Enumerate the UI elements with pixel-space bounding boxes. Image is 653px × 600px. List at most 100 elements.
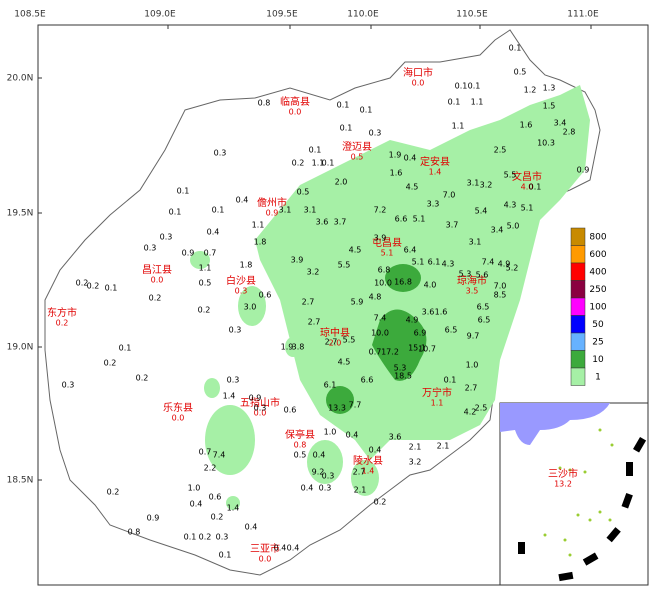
city-value: 0.2 (56, 319, 69, 328)
station-value: 10.0 (374, 279, 392, 288)
station-value: 0.1 (509, 44, 522, 53)
city-value: 0.0 (259, 555, 272, 564)
lon-tick-label: 109.0E (144, 10, 176, 20)
station-value: 15.1 (408, 344, 426, 353)
station-value: 6.1 (428, 258, 441, 267)
city-value: 0.0 (151, 276, 164, 285)
station-value: 0.4 (346, 431, 359, 440)
station-value: 0.1 (212, 206, 225, 215)
legend-swatch (570, 315, 586, 334)
station-value: 0.3 (214, 149, 227, 158)
station-value: 0.3 (62, 381, 75, 390)
lat-tick-label: 18.5N (7, 476, 34, 486)
lon-tick-label: 109.5E (266, 10, 298, 20)
station-value: 6.5 (478, 316, 491, 325)
station-value: 1.9 (281, 343, 294, 352)
station-value: 0.1 (169, 208, 182, 217)
station-value: 0.1 (444, 376, 457, 385)
station-value: 7.0 (443, 191, 456, 200)
station-value: 7.4 (213, 451, 226, 460)
station-value: 2.7 (308, 318, 321, 327)
city-name: 儋州市 (257, 196, 287, 209)
station-value: 5.1 (521, 204, 534, 213)
legend-label: 400 (589, 268, 606, 278)
lon-tick-label: 110.0E (347, 10, 379, 20)
station-value: 1.4 (223, 392, 236, 401)
inset-boundary (518, 436, 647, 582)
station-value: 1.1 (452, 122, 465, 131)
city-value: 1.1 (431, 399, 444, 408)
station-value: 1.0 (188, 484, 201, 493)
station-value: 5.2 (506, 264, 519, 273)
station-value: 13.3 (328, 404, 346, 413)
city-name: 澄迈县 (342, 140, 372, 153)
station-value: 1.1 (252, 221, 265, 230)
city-name: 海口市 (403, 66, 433, 79)
station-value: 1.8 (254, 238, 267, 247)
city-name: 昌江县 (142, 264, 172, 276)
station-value: 7.0 (494, 282, 507, 291)
station-value: 3.1 (279, 206, 292, 215)
station-value: 6.6 (395, 215, 408, 224)
city-name: 万宁市 (422, 386, 452, 399)
legend-label: 100 (589, 303, 606, 313)
station-value: 1.1 (312, 159, 325, 168)
station-value: 0.2 (136, 374, 149, 383)
station-value: 1.5 (543, 102, 556, 111)
station-value: 0.1 (529, 183, 542, 192)
station-value: 0.6 (259, 291, 272, 300)
station-value: 5.5 (504, 171, 517, 180)
station-value: 8.5 (494, 291, 507, 300)
station-value: 3.1 (467, 179, 480, 188)
station-value: 0.7 (204, 249, 217, 258)
station-value: 3.6 (389, 433, 402, 442)
station-value: 3.0 (244, 303, 257, 312)
station-value: 0.1 (455, 82, 468, 91)
station-value: 0.6 (284, 406, 297, 415)
station-value: 3.1 (304, 206, 317, 215)
station-value: 5.4 (475, 207, 488, 216)
station-value: 0.1 (340, 124, 353, 133)
legend-swatch (570, 350, 586, 369)
station-value: 16.8 (394, 278, 412, 287)
station-value: 0.9 (147, 514, 160, 523)
station-value: 7.4 (482, 258, 495, 267)
legend-label: 50 (592, 320, 604, 330)
station-value: 10.7 (418, 345, 436, 354)
station-value: 4.0 (424, 281, 437, 290)
station-value: 0.3 (322, 472, 335, 481)
station-value: 1.1 (471, 98, 484, 107)
station-value: 2.7 (325, 338, 338, 347)
station-value: 3.9 (374, 234, 387, 243)
station-value: 0.4 (301, 484, 314, 493)
station-value: 0.4 (287, 544, 300, 553)
station-value: 0.2 (107, 488, 120, 497)
station-value: 0.2 (199, 533, 212, 542)
station-value: 3.7 (334, 218, 347, 227)
city-value: 13.2 (554, 480, 572, 489)
station-value: 0.8 (258, 99, 271, 108)
city-name: 琼中县 (320, 326, 350, 339)
station-value: 7.4 (374, 314, 387, 323)
station-value: 6.6 (361, 376, 374, 385)
station-value: 0.4 (236, 196, 249, 205)
station-value: 1.6 (390, 169, 403, 178)
station-value: 4.5 (338, 358, 351, 367)
station-value: 3.1 (469, 238, 482, 247)
station-value: 0.2 (198, 306, 211, 315)
city-value: 0.3 (235, 287, 248, 296)
legend-label: 250 (589, 285, 606, 295)
station-value: 3.6 (422, 308, 435, 317)
station-value: 6.4 (404, 246, 417, 255)
station-value: 4.3 (442, 260, 455, 269)
station-value: 1.0 (466, 361, 479, 370)
city-value: 2.0 (329, 339, 342, 348)
rain-area-dark (326, 264, 427, 414)
station-value: 2.7 (353, 468, 366, 477)
station-value: 3.3 (427, 200, 440, 209)
station-value: 0.1 (322, 159, 335, 168)
station-value: 2.5 (475, 404, 488, 413)
station-value: 17.2 (381, 348, 399, 357)
city-name: 琼海市 (457, 274, 487, 287)
